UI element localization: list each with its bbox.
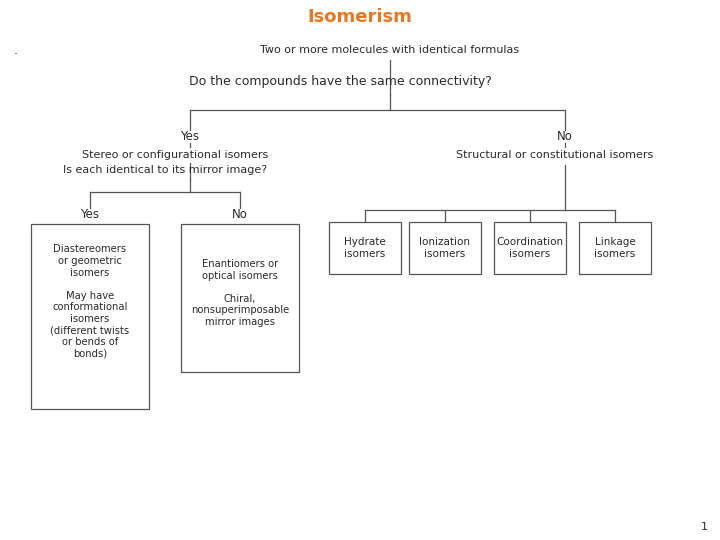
Text: Linkage
isomers: Linkage isomers [595, 237, 636, 259]
Text: No: No [232, 207, 248, 220]
Text: Coordination
isomers: Coordination isomers [496, 237, 564, 259]
Text: Structural or constitutional isomers: Structural or constitutional isomers [456, 150, 654, 160]
Text: Yes: Yes [181, 130, 199, 143]
Text: Two or more molecules with identical formulas: Two or more molecules with identical for… [261, 45, 520, 55]
Text: Enantiomers or
optical isomers

Chiral,
nonsuperimposable
mirror images: Enantiomers or optical isomers Chiral, n… [191, 259, 289, 327]
FancyBboxPatch shape [329, 222, 401, 274]
Text: .: . [14, 44, 18, 57]
Text: Do the compounds have the same connectivity?: Do the compounds have the same connectiv… [189, 76, 492, 89]
Text: Stereo or configurational isomers: Stereo or configurational isomers [82, 150, 268, 160]
Text: Diastereomers
or geometric
isomers

May have
conformational
isomers
(different t: Diastereomers or geometric isomers May h… [50, 244, 130, 359]
FancyBboxPatch shape [579, 222, 651, 274]
Text: Isomerism: Isomerism [307, 8, 413, 26]
Text: No: No [557, 130, 573, 143]
Text: 1: 1 [701, 522, 708, 532]
FancyBboxPatch shape [31, 224, 149, 409]
FancyBboxPatch shape [409, 222, 481, 274]
Text: Is each identical to its mirror image?: Is each identical to its mirror image? [63, 165, 267, 175]
Text: Yes: Yes [81, 207, 99, 220]
FancyBboxPatch shape [494, 222, 566, 274]
Text: Hydrate
isomers: Hydrate isomers [344, 237, 386, 259]
Text: Ionization
isomers: Ionization isomers [420, 237, 470, 259]
FancyBboxPatch shape [181, 224, 299, 372]
